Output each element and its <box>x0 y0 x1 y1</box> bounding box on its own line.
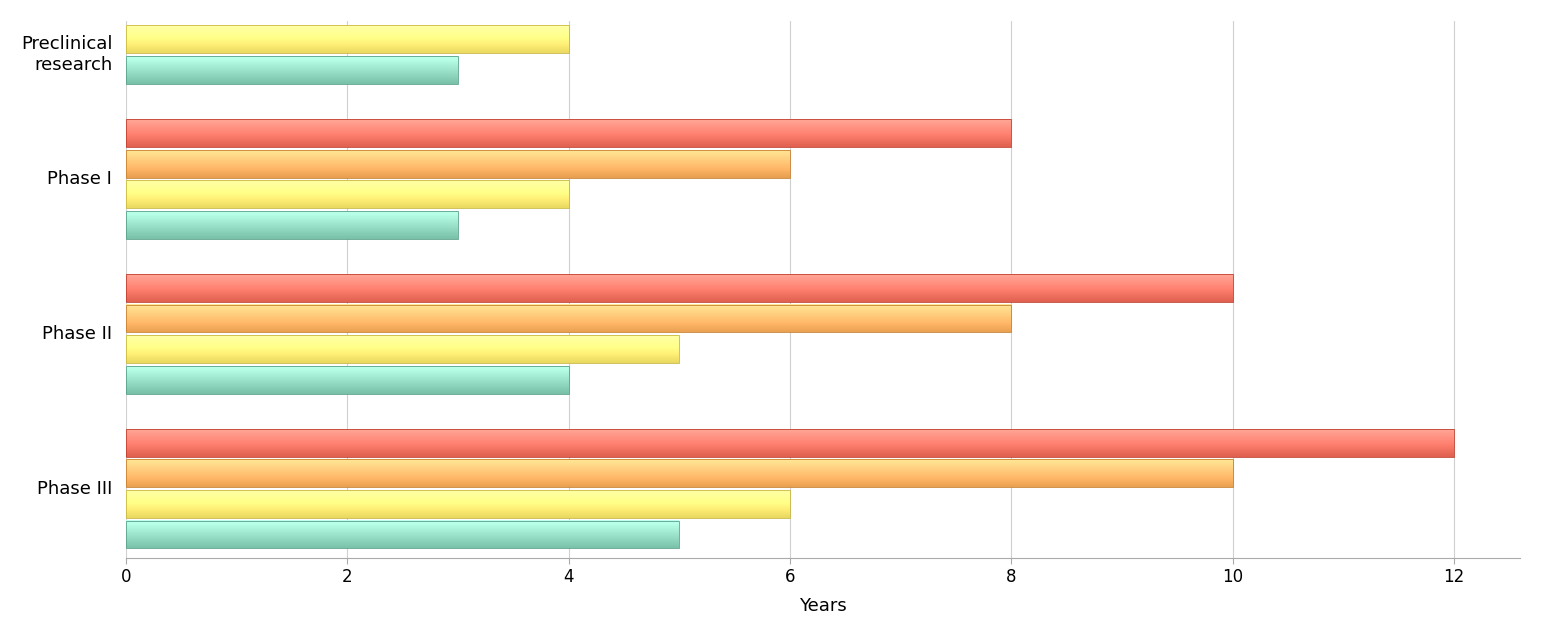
Bar <box>126 459 1233 487</box>
Bar <box>126 274 1233 301</box>
X-axis label: Years: Years <box>800 597 848 615</box>
Bar <box>126 149 791 177</box>
Bar <box>126 335 680 363</box>
Bar <box>126 25 569 53</box>
Bar <box>126 119 1011 147</box>
Bar <box>126 180 569 208</box>
Bar <box>126 520 680 548</box>
Bar <box>126 429 1453 457</box>
Bar <box>126 56 458 84</box>
Bar <box>126 211 458 238</box>
Bar <box>126 305 1011 333</box>
Bar <box>126 366 569 394</box>
Bar <box>126 490 791 518</box>
